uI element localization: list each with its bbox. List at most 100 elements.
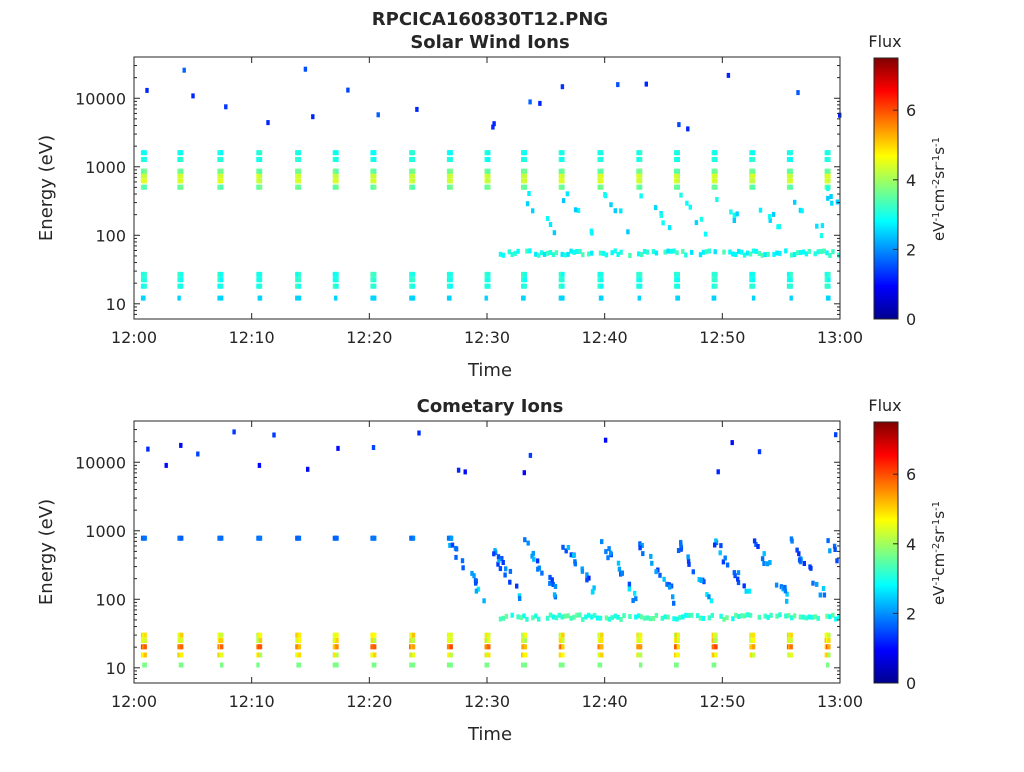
solar-wind-x-tick-label: 12:20	[346, 328, 392, 347]
solar-wind-heatmap-cell	[180, 178, 184, 184]
cometary-heatmap-cell	[751, 637, 756, 643]
cometary-heatmap-cell	[825, 662, 830, 668]
cometary-x-tick-label: 12:20	[346, 692, 392, 711]
solar-wind-heatmap-cell	[487, 178, 491, 184]
cometary-heatmap-cell	[762, 561, 766, 566]
cometary-heatmap-cell	[707, 594, 711, 600]
solar-wind-heatmap-cell	[258, 173, 263, 179]
cometary-heatmap-cell	[811, 580, 815, 586]
solar-wind-heatmap-cell	[143, 168, 147, 174]
solar-wind-heatmap-cell	[819, 233, 824, 239]
cometary-heatmap-cell	[681, 614, 685, 620]
cometary-heatmap-cell	[521, 662, 525, 668]
solar-wind-heatmap-cell	[601, 250, 606, 256]
cometary-heatmap-cell	[522, 470, 526, 476]
solar-wind-heatmap-cell	[565, 191, 570, 197]
cometary-y-ticks: 10 100 1000 10000	[75, 420, 840, 684]
solar-wind-heatmap-cell	[542, 251, 547, 257]
solar-wind-heatmap-cell	[373, 150, 377, 156]
solar-wind-heatmap-cell	[220, 168, 224, 174]
solar-wind-heatmap-cell	[507, 249, 511, 255]
cometary-heatmap-cell	[716, 469, 720, 475]
cometary-heatmap-cell	[180, 652, 184, 658]
solar-wind-heatmap-cell	[600, 150, 604, 156]
solar-wind-heatmap-cell	[501, 252, 506, 258]
cometary-heatmap-cell	[832, 543, 837, 549]
solar-wind-heatmap-cell	[713, 249, 717, 255]
solar-wind-heatmap-cell	[737, 248, 741, 254]
cometary-heatmap-cell	[713, 542, 717, 548]
cometary-x-tick-label: 13:00	[817, 692, 863, 711]
solar-wind-heatmap-cell	[569, 248, 573, 254]
solar-wind-heatmap-cell	[487, 173, 491, 179]
solar-wind-heatmap-cell	[525, 248, 529, 254]
solar-wind-heatmap-cell	[676, 271, 680, 277]
solar-wind-y-tick-label: 100	[95, 226, 126, 245]
solar-wind-heatmap-cell	[581, 252, 585, 258]
cometary-heatmap-cell	[754, 542, 758, 547]
cometary-heatmap-cell	[517, 593, 522, 599]
cometary-heatmap-cell	[606, 555, 610, 561]
cometary-heatmap-cell	[676, 652, 680, 658]
cometary-heatmap-cell	[752, 538, 757, 544]
solar-wind-heatmap-cell	[676, 295, 680, 301]
cometary-heatmap-cell	[802, 561, 806, 566]
cometary-heatmap-cell	[584, 614, 588, 620]
solar-wind-colorbar-tick-label: 6	[906, 101, 916, 120]
cometary-heatmap-cell	[765, 561, 770, 567]
solar-wind-heatmap-cell	[642, 249, 647, 254]
solar-wind-heatmap-cell	[182, 67, 186, 73]
solar-wind-heatmap-cell	[771, 211, 776, 217]
cometary-heatmap-cell	[660, 615, 664, 621]
solar-wind-panel: Solar Wind Ions 12:00 12:10 12:20 12:30 12:4…	[36, 32, 948, 381]
cometary-heatmap-cell	[648, 616, 653, 622]
cometary-heatmap-cell	[734, 612, 738, 618]
solar-wind-heatmap-cell	[522, 295, 526, 301]
cometary-heatmap-cell	[256, 662, 260, 668]
cometary-heatmap-cell	[707, 615, 711, 621]
cometary-heatmap-cell	[678, 615, 682, 620]
cometary-heatmap-cell	[600, 644, 604, 650]
cometary-heatmap-cell	[826, 538, 830, 544]
solar-wind-heatmap-cell	[827, 150, 831, 156]
cometary-heatmap-cell	[712, 662, 717, 668]
solar-wind-heatmap-cell	[297, 168, 302, 174]
solar-wind-x-tick-label: 12:30	[464, 328, 510, 347]
solar-wind-heatmap-cell	[688, 204, 692, 210]
solar-wind-heatmap-cell	[258, 295, 263, 301]
cometary-heatmap-cell	[640, 543, 644, 548]
cometary-heatmap-cell	[676, 548, 681, 553]
solar-wind-heatmap-cell	[751, 248, 756, 254]
cometary-heatmap-cell	[220, 632, 224, 638]
solar-wind-heatmap-cell	[220, 277, 224, 283]
cometary-heatmap-cell	[801, 614, 806, 620]
cometary-heatmap-cell	[663, 614, 667, 620]
solar-wind-heatmap-cell	[638, 178, 643, 184]
solar-wind-heatmap-cell	[826, 195, 830, 201]
solar-wind-heatmap-cell	[561, 271, 565, 277]
cometary-heatmap-cell	[449, 652, 453, 658]
solar-wind-heatmap-cell	[600, 168, 604, 174]
solar-wind-heatmap-cell	[667, 225, 672, 231]
solar-wind-heatmap-cell	[792, 252, 797, 257]
solar-wind-heatmap-cell	[789, 271, 793, 277]
solar-wind-heatmap-cell	[540, 250, 544, 256]
solar-wind-heatmap-cell	[537, 252, 541, 258]
solar-wind-heatmap-cell	[143, 150, 147, 156]
solar-wind-x-tick-label: 13:00	[817, 328, 863, 347]
solar-wind-heatmap-cell	[561, 184, 565, 190]
solar-wind-heatmap-cell	[220, 178, 224, 184]
cometary-heatmap-cell	[501, 615, 506, 621]
solar-wind-heatmap-cell	[675, 250, 679, 256]
solar-wind-heatmap-cell	[415, 106, 419, 112]
solar-wind-heatmap-cell	[523, 173, 527, 179]
solar-wind-heatmap-cell	[510, 252, 514, 257]
cometary-colorbar-gradient	[873, 421, 899, 684]
cometary-heatmap-cell	[523, 662, 527, 668]
solar-wind-heatmap-cell	[561, 198, 566, 204]
cometary-x-tick-label: 12:50	[699, 692, 745, 711]
solar-wind-heatmap-cell	[143, 277, 147, 283]
solar-wind-heatmap-cell	[789, 184, 793, 190]
solar-wind-colorbar-tick-label: 4	[906, 171, 916, 190]
solar-wind-heatmap-cell	[659, 213, 663, 218]
